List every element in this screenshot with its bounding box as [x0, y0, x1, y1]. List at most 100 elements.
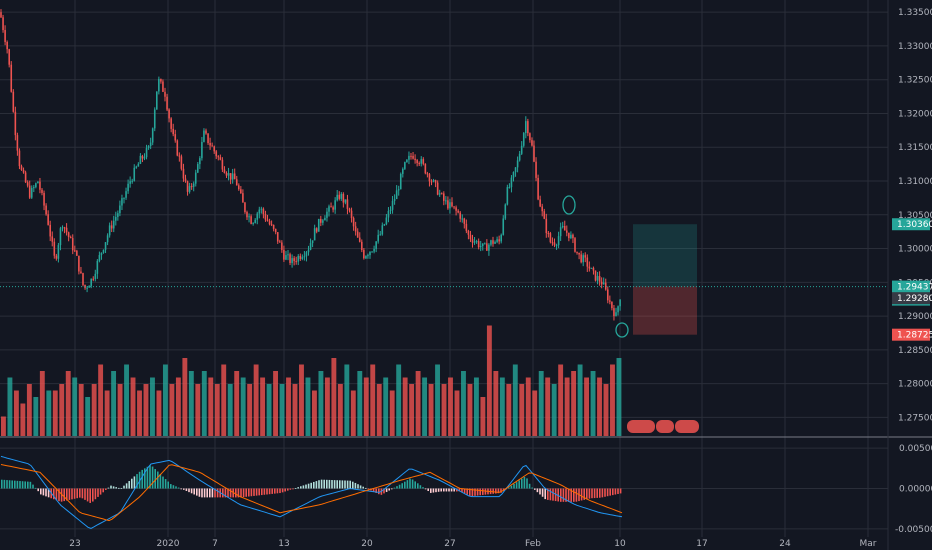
volume-bar	[156, 390, 162, 436]
candle-body	[574, 238, 576, 252]
macd-histogram-bar	[445, 488, 448, 492]
volume-bar	[422, 377, 428, 436]
candle-body	[322, 220, 324, 223]
candle-body	[320, 218, 322, 223]
candle-body	[580, 254, 582, 263]
price-tick-label: 1.33500	[898, 8, 932, 18]
macd-histogram-bar	[508, 487, 510, 489]
circle-annotation-bottom[interactable]	[615, 322, 629, 338]
candle-body	[158, 79, 160, 92]
candle-body	[529, 133, 531, 141]
time-tick-label: 24	[779, 539, 791, 549]
time-axis[interactable]: 23 2020 7 13 20 27 Feb 10 17 24 Mar	[69, 539, 877, 549]
candle-body	[410, 155, 412, 157]
candle-body	[135, 166, 138, 168]
candle-body	[242, 193, 244, 203]
macd-histogram-bar	[281, 488, 284, 493]
macd-axis: 0.00500 0.00000 -0.00500	[895, 444, 932, 535]
macd-histogram-bar	[606, 488, 609, 497]
macd-histogram-bar	[328, 479, 331, 489]
event-marker[interactable]	[627, 420, 655, 433]
macd-histogram-bar	[323, 479, 325, 489]
event-markers[interactable]	[627, 420, 699, 433]
candle-body	[492, 240, 494, 244]
volume-bar	[493, 371, 499, 436]
volume-bar	[234, 371, 240, 436]
candle-body	[553, 242, 556, 246]
candle-body	[168, 109, 170, 119]
macd-histogram-bar	[432, 488, 435, 493]
volume-bar	[33, 397, 39, 436]
candle-body	[283, 249, 285, 260]
candle-body	[539, 199, 541, 207]
candle-body	[598, 276, 601, 282]
volume-bar	[312, 390, 317, 436]
candle-body	[563, 225, 566, 231]
candle-body	[219, 157, 222, 160]
macd-histogram-bar	[419, 485, 422, 489]
candle-body	[465, 223, 468, 231]
candle-body	[160, 79, 162, 82]
circle-annotation-top[interactable]	[562, 195, 576, 215]
volume-bar	[227, 384, 233, 436]
macd-pane	[0, 455, 623, 529]
volume-bar	[558, 364, 564, 436]
candle-body	[594, 270, 597, 281]
macd-histogram-bar	[614, 488, 617, 495]
macd-histogram-bar	[562, 488, 565, 502]
candle-body	[240, 189, 242, 194]
candle-body	[430, 181, 433, 183]
macd-histogram-bar	[276, 488, 279, 494]
macd-histogram-bar	[544, 488, 546, 500]
position-tool[interactable]	[633, 224, 697, 335]
volume-bar	[538, 371, 544, 436]
price-axis[interactable]: 1.33500 1.33000 1.32500 1.32000 1.31500 1.310…	[898, 8, 932, 423]
candle-body	[352, 218, 355, 227]
macd-histogram-bar	[573, 488, 575, 502]
macd-histogram-bar	[619, 488, 622, 494]
macd-histogram-bar	[47, 488, 50, 498]
candle-body	[115, 216, 117, 221]
candle-body	[498, 239, 500, 242]
volume-bar	[597, 377, 602, 436]
candle-body	[153, 109, 156, 129]
macd-histogram-bar	[588, 488, 591, 499]
macd-histogram-bar	[492, 488, 494, 494]
macd-histogram-bar	[40, 488, 42, 495]
macd-histogram-bar	[302, 485, 305, 489]
macd-histogram-bar	[495, 488, 497, 494]
macd-histogram-bar	[125, 483, 128, 489]
macd-histogram-bar	[177, 487, 180, 489]
candle-body	[324, 217, 326, 221]
candle-body	[453, 206, 455, 208]
candle-body	[590, 267, 593, 269]
event-marker[interactable]	[656, 420, 674, 433]
candle-body	[568, 232, 570, 239]
macd-histogram-bar	[484, 488, 487, 495]
candle-body	[211, 145, 213, 147]
macd-histogram-bar	[284, 488, 286, 492]
candle-body	[37, 181, 39, 184]
candle-body	[78, 255, 80, 272]
macd-histogram-bar	[393, 487, 396, 489]
time-tick-label: 17	[696, 539, 707, 549]
macd-histogram-bar	[406, 480, 409, 489]
candle-body	[6, 41, 8, 50]
candle-body	[74, 250, 76, 252]
candle-body	[473, 241, 476, 243]
candle-body	[279, 241, 281, 243]
candle-body	[47, 214, 49, 225]
drawing-annotations[interactable]	[562, 195, 629, 338]
candle-body	[139, 155, 142, 164]
macd-histogram-bar	[398, 484, 401, 489]
volume-bar	[616, 358, 622, 436]
price-tag	[892, 328, 930, 341]
candle-body	[412, 155, 414, 159]
candle-body	[41, 189, 43, 193]
macd-histogram-bar	[94, 488, 97, 500]
event-marker[interactable]	[675, 420, 699, 433]
macd-histogram-bar	[352, 481, 354, 489]
candle-body	[600, 281, 603, 285]
volume-bar	[214, 384, 220, 436]
